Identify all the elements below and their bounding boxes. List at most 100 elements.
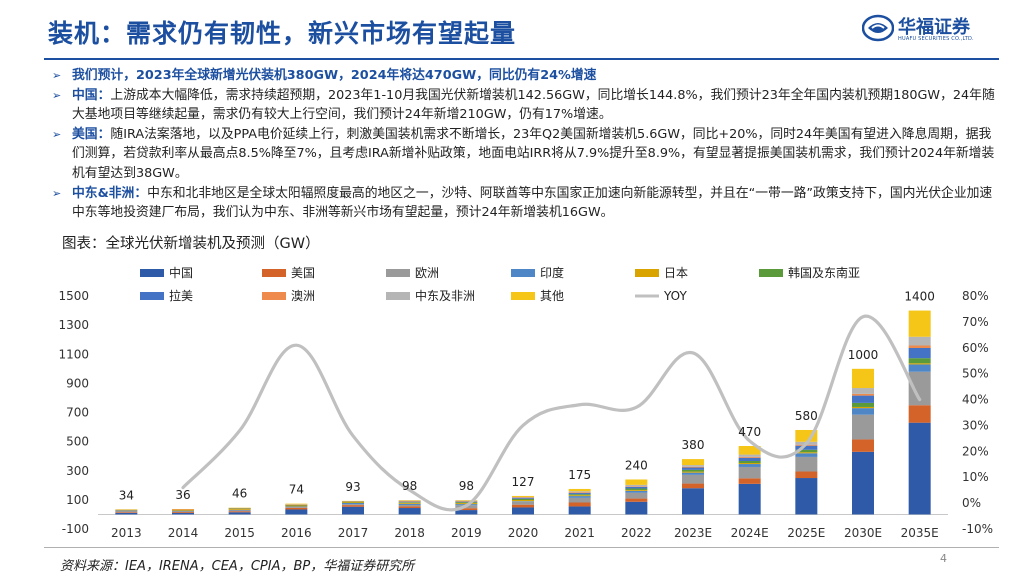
bar-segment xyxy=(398,502,421,503)
bar-segment xyxy=(228,507,251,509)
legend-label: 日本 xyxy=(664,266,688,280)
y-right-tick-label: 80% xyxy=(962,289,989,303)
arrow-icon: ➢ xyxy=(52,69,62,82)
legend-swatch xyxy=(635,269,659,277)
bar-segment xyxy=(455,500,478,502)
bar-segment xyxy=(172,511,194,513)
bar-segment xyxy=(795,449,818,453)
y-right-tick-label: 20% xyxy=(962,444,989,458)
bullet-body: 中东和北非地区是全球太阳辐照度最高的地区之一，沙特、阿联酋等中东国家正加速向新能… xyxy=(72,185,993,221)
bullet-item: ➢ 中东&非洲：中东和北非地区是全球太阳辐照度最高的地区之一，沙特、阿联酋等中东… xyxy=(52,184,997,223)
legend-swatch xyxy=(140,292,164,300)
bar-segment xyxy=(512,498,534,500)
bar-segment xyxy=(115,512,138,513)
installation-chart: -100 100 300 500 700 900 1100 1300 1500 -10% 0% 10%… xyxy=(58,265,993,540)
bar-total-label: 470 xyxy=(738,425,761,439)
bar-segment xyxy=(228,509,251,511)
chart-title: 图表：全球光伏新增装机及预测（GW） xyxy=(62,236,320,252)
legend-label: 拉美 xyxy=(169,288,193,303)
bar-segment xyxy=(115,512,138,515)
x-tick-label: 2018 xyxy=(394,526,425,540)
y-right-tick-label: 40% xyxy=(962,393,989,407)
bar-segment xyxy=(625,489,648,491)
bar-segment xyxy=(172,512,194,515)
bullet-lead: 中国： xyxy=(72,87,111,103)
bar-segment xyxy=(795,452,818,454)
bar-total-label: 98 xyxy=(459,479,474,493)
bar-segment xyxy=(285,504,308,506)
bar-total-label: 34 xyxy=(119,488,134,502)
bar-segment xyxy=(568,491,591,493)
bar-segment xyxy=(172,510,194,512)
bar-segment xyxy=(568,494,591,496)
x-tick-label: 2022 xyxy=(621,526,652,540)
bar-segment xyxy=(512,504,534,508)
company-logo: 华福证券 HUAFU SECURITIES CO.,LTD. xyxy=(862,10,1002,50)
bar-segment xyxy=(342,504,364,506)
bar-segment xyxy=(285,506,308,508)
bar-segment xyxy=(682,474,704,484)
bar-segment xyxy=(682,488,704,515)
bar-segment xyxy=(512,507,534,515)
footer-divider xyxy=(44,547,999,548)
bar-total-label: 98 xyxy=(402,479,417,493)
bar-segment xyxy=(228,512,251,515)
title-bar: 装机：需求仍有韧性，新兴市场有望起量 华福证券 HUAFU SECURITIES… xyxy=(0,0,1024,62)
bar-total-label: 240 xyxy=(625,458,648,472)
bar-segment xyxy=(625,486,648,489)
y-left-tick-label: 700 xyxy=(66,406,89,420)
x-tick-label: 2016 xyxy=(281,526,312,540)
bar-segment xyxy=(852,408,874,415)
y-left-tick-label: 100 xyxy=(66,493,89,507)
bar-segment xyxy=(852,451,874,515)
bar-segment xyxy=(908,358,931,364)
bar-segment xyxy=(682,459,704,466)
bar-segment xyxy=(455,503,478,505)
bullet-lead: 美国： xyxy=(72,126,111,142)
legend-label: 美国 xyxy=(291,266,315,280)
bar-segment xyxy=(625,484,648,487)
bar-segment xyxy=(625,501,648,515)
bar-segment xyxy=(512,501,534,505)
y-left-tick-label: -100 xyxy=(62,522,89,536)
bar-segment xyxy=(738,445,761,455)
bullet-list: ➢ 我们预计，2023年全球新增光伏装机380GW，2024年将达470GW，同… xyxy=(52,66,997,223)
bar-total-label: 580 xyxy=(795,409,818,423)
bar-segment xyxy=(512,499,534,501)
bar-segment xyxy=(795,429,818,442)
bar-segment xyxy=(682,471,704,473)
legend-label: 印度 xyxy=(540,265,564,280)
y-right-tick-label: 0% xyxy=(962,496,981,510)
x-tick-label: 2021 xyxy=(564,526,595,540)
bar-segment xyxy=(625,490,648,493)
arrow-icon: ➢ xyxy=(52,127,62,141)
arrow-icon: ➢ xyxy=(52,88,62,102)
y-right-tick-label: 70% xyxy=(962,315,989,329)
bar-segment xyxy=(455,501,478,503)
legend-swatch xyxy=(262,269,286,277)
bar-segment xyxy=(908,405,931,423)
bar-segment xyxy=(908,371,931,406)
bar-segment xyxy=(398,501,421,503)
legend-label: 中国 xyxy=(169,265,193,280)
bar-segment xyxy=(908,347,931,359)
x-tick-label: 2013 xyxy=(111,526,142,540)
bar-total-label: 36 xyxy=(175,488,190,502)
bar-segment xyxy=(398,502,421,504)
bar-segment xyxy=(398,504,421,507)
bar-segment xyxy=(455,508,478,511)
legend-swatch xyxy=(759,269,783,277)
bar-segment xyxy=(738,464,761,467)
bar-segment xyxy=(228,510,251,512)
x-tick-label: 2014 xyxy=(168,526,199,540)
bar-segment xyxy=(398,500,421,502)
bar-segment xyxy=(285,509,308,515)
logo-name: 华福证券 xyxy=(898,17,970,38)
bar-segment xyxy=(568,495,591,497)
bar-segment xyxy=(795,471,818,479)
bar-segment xyxy=(908,310,931,337)
bar-segment xyxy=(852,439,874,452)
bar-segment xyxy=(342,501,364,503)
y-left-tick-label: 900 xyxy=(66,376,89,390)
legend-swatch xyxy=(511,292,535,300)
